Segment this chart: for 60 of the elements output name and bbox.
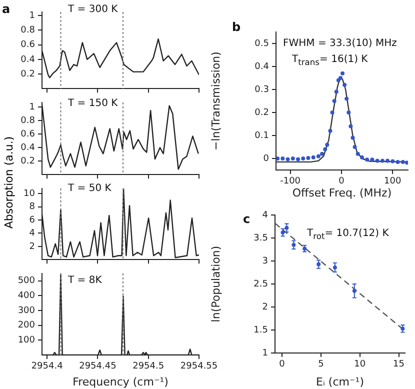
y-tick-label: 100 — [18, 336, 36, 346]
x-axis-title: Eᵢ (cm⁻¹) — [316, 375, 364, 388]
x-tick-label: 2954.5 — [132, 362, 164, 372]
y-tick-label: 0.5 — [254, 38, 269, 49]
y-axis-title: ln(Population) — [209, 246, 222, 322]
y-tick-label: 0.2 — [20, 156, 35, 166]
y-tick-label: 400 — [18, 291, 36, 301]
y-tick-label: 10 — [24, 189, 36, 200]
y-tick-label: 0.2 — [20, 69, 35, 80]
y-axis-title: −ln(Transmission) — [209, 52, 222, 150]
y-tick-label: 0.4 — [20, 142, 36, 153]
y-tick-label: 1 — [29, 10, 35, 21]
x-tick-label: 2954.45 — [79, 362, 116, 372]
y-tick-label: 2 — [29, 242, 35, 252]
y-tick-label: 0.4 — [20, 54, 36, 65]
y-tick-label: 300 — [18, 306, 36, 316]
x-tick-label: 2954.4 — [31, 362, 64, 372]
y-tick-label: 0.6 — [20, 129, 36, 140]
annotation: T = 8K — [68, 275, 102, 286]
y-tick-label: 1 — [262, 348, 268, 358]
annotation: FWHM = 33.3(10) MHz — [283, 38, 397, 49]
text: b — [232, 20, 241, 34]
annotation: T$_{trans}$= 16(1) K — [292, 54, 368, 67]
y-axis-title: Absorption (a.u.) — [2, 136, 16, 228]
x-tick-label: 0 — [338, 176, 345, 187]
y-tick-label: 0.6 — [20, 40, 36, 50]
y-tick-label: 0.1 — [254, 130, 269, 141]
annotation: T$_{rot}$= 10.7(12) K — [307, 228, 389, 241]
y-tick-label: 0 — [263, 154, 270, 164]
x-tick-label: 0 — [279, 360, 286, 370]
y-tick-label: 2 — [262, 302, 268, 312]
y-tick-label: 0.8 — [20, 26, 36, 36]
y-tick-label: 0.3 — [254, 84, 269, 95]
y-tick-label: 0.2 — [254, 108, 269, 118]
y-tick-label: 1.5 — [254, 325, 268, 336]
y-tick-label: 2.5 — [254, 279, 268, 290]
x-tick-label: 15 — [393, 360, 404, 370]
y-tick-label: 4 — [262, 210, 268, 220]
x-tick-label: 100 — [384, 176, 402, 187]
y-tick-label: 6 — [29, 215, 36, 226]
annotation: T = 50 K — [68, 183, 112, 194]
y-tick-label: 4 — [29, 228, 36, 239]
y-tick-label: 0.8 — [20, 116, 36, 126]
x-tick-label: 2954.55 — [180, 362, 218, 372]
y-tick-label: 200 — [18, 320, 36, 331]
annotation: T = 300 K — [68, 4, 118, 15]
text: c — [243, 212, 250, 226]
x-axis-title: Frequency (cm⁻¹) — [72, 375, 168, 388]
y-tick-label: 3 — [262, 256, 268, 266]
y-tick-label: 1 — [29, 102, 35, 112]
y-tick-label: 8 — [29, 202, 36, 212]
y-tick-label: 0.4 — [254, 62, 270, 72]
x-tick-label: -100 — [280, 176, 301, 187]
x-tick-label: 5 — [318, 360, 324, 370]
x-tick-label: 10 — [354, 360, 366, 370]
x-axis-title: Offset Freq. (MHz) — [292, 186, 392, 200]
annotation: T = 150 K — [68, 98, 118, 109]
y-tick-label: 3.5 — [254, 233, 268, 244]
text: a — [2, 2, 10, 16]
y-tick-label: 500 — [18, 276, 36, 286]
